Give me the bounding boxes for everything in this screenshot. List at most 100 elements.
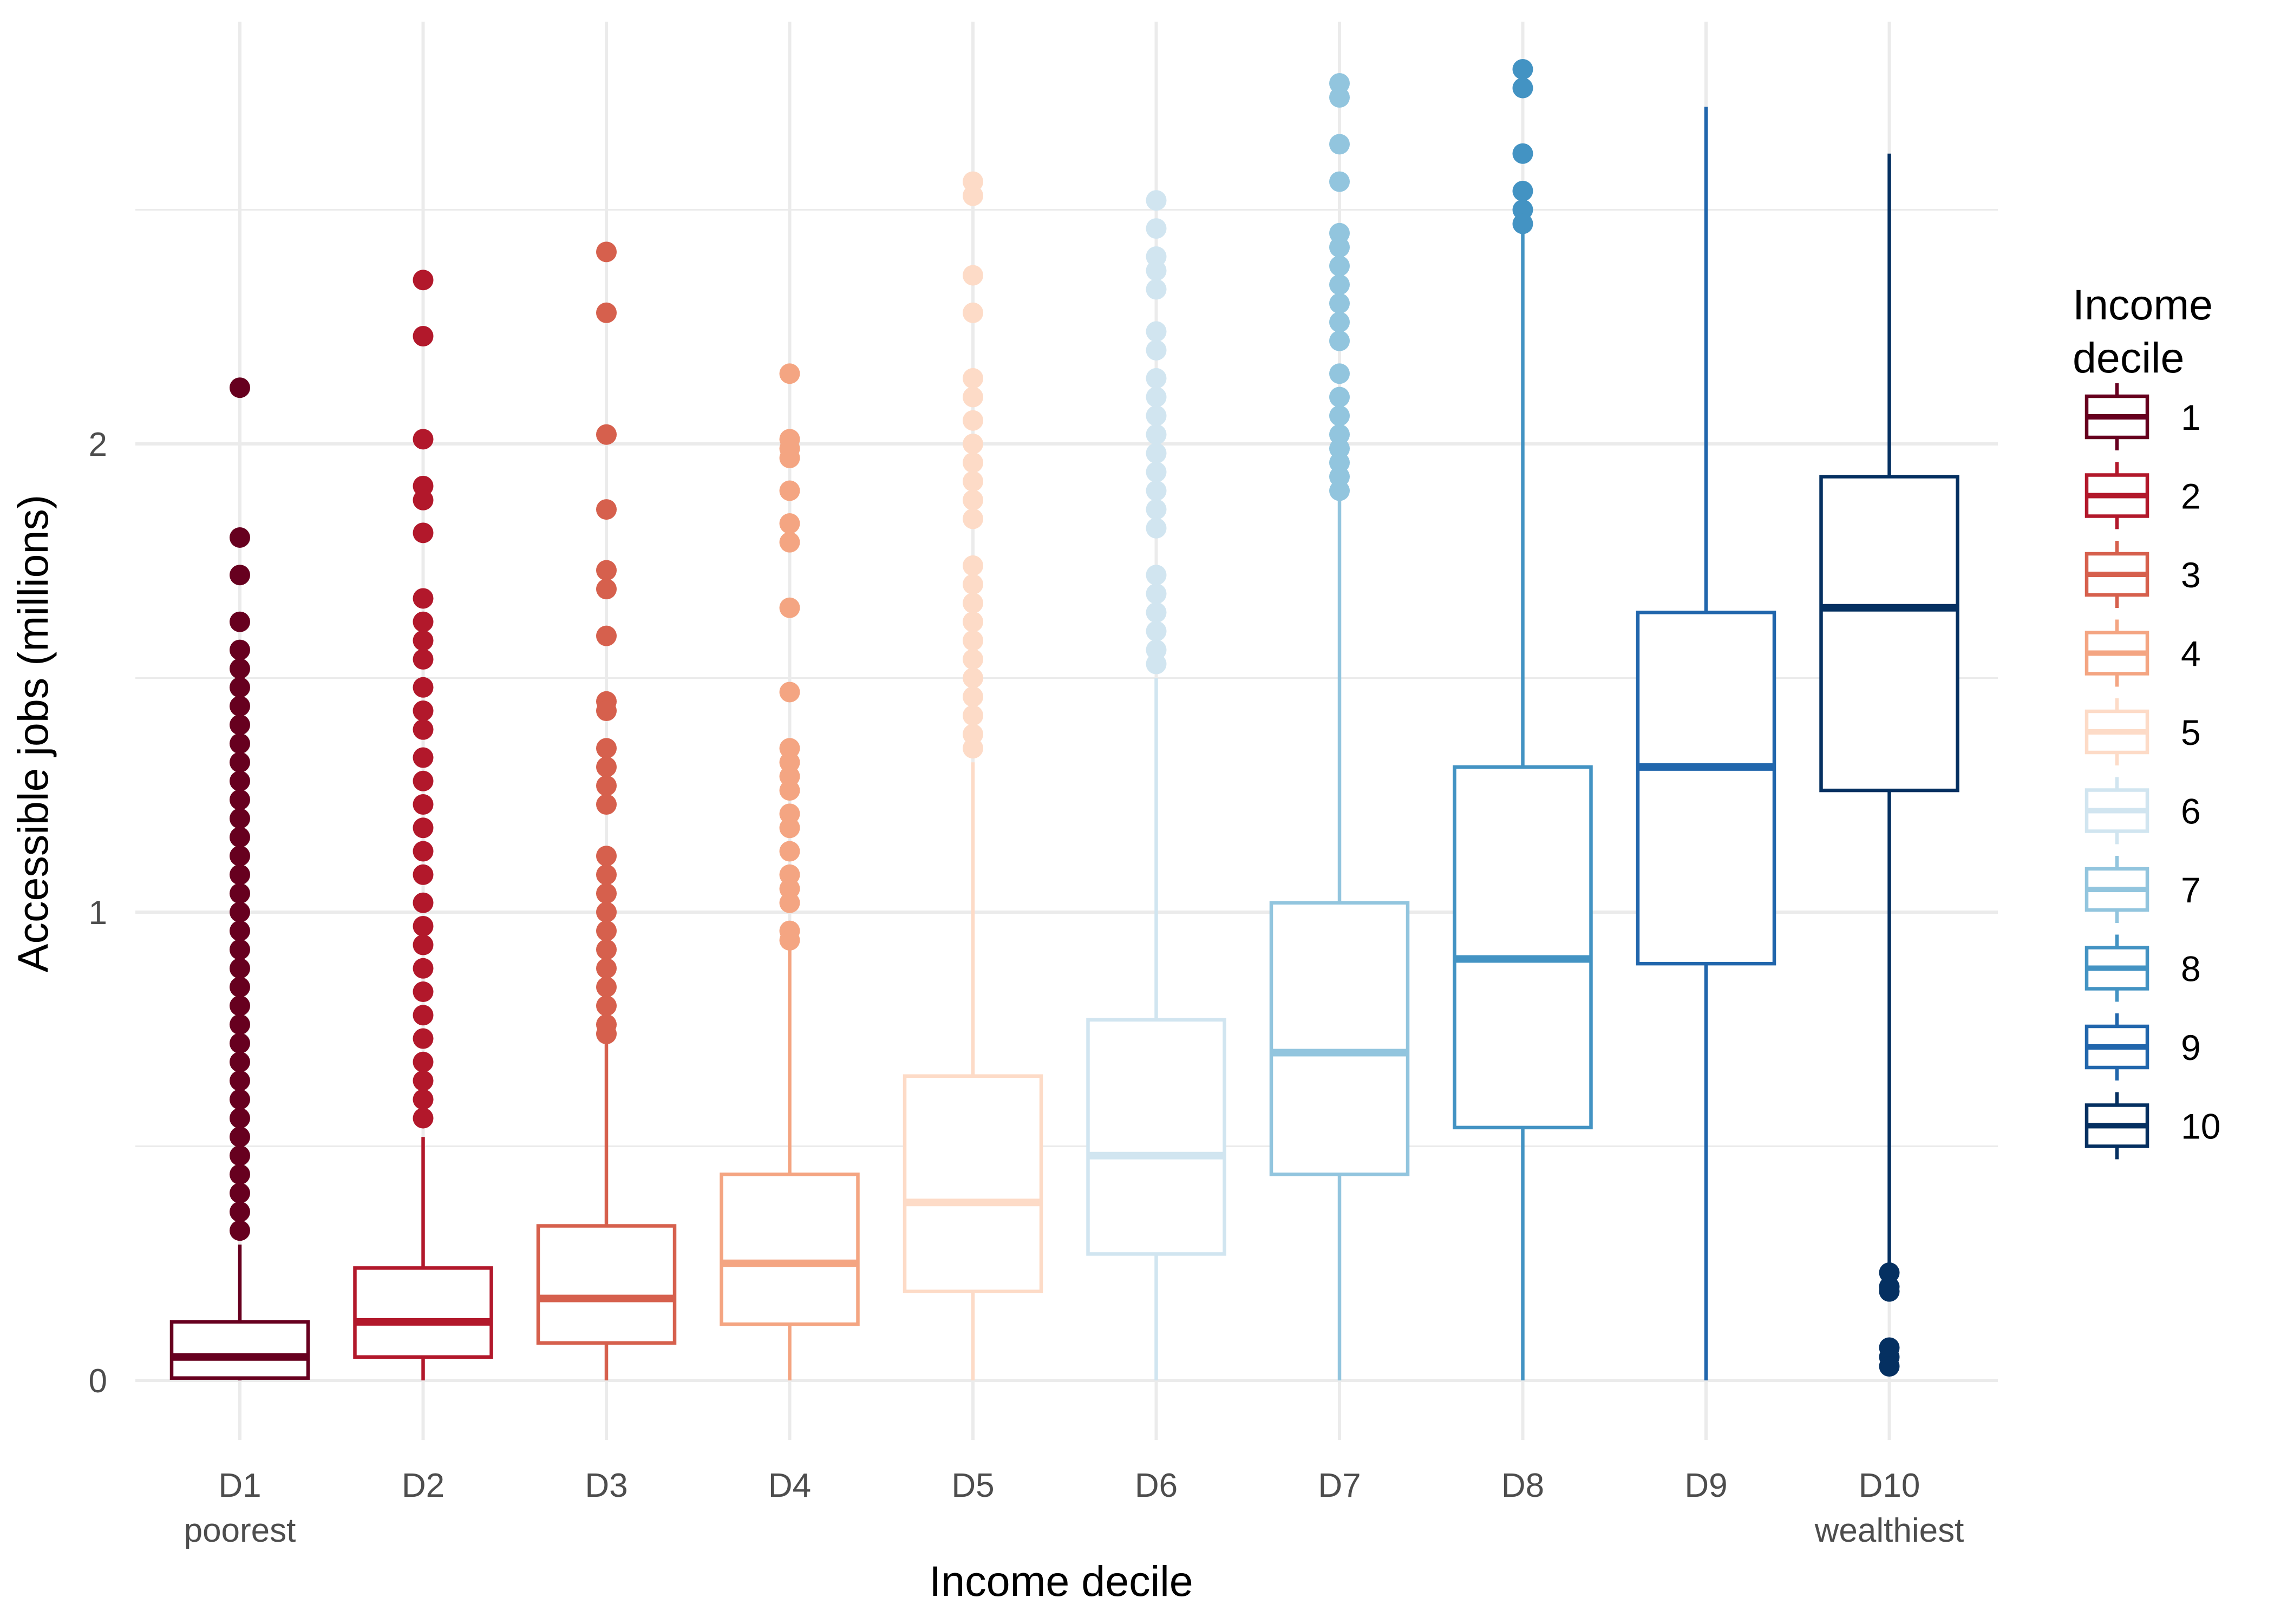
outlier-point — [963, 471, 983, 492]
outlier-point — [230, 808, 250, 829]
outlier-point — [230, 752, 250, 773]
outlier-point — [413, 958, 434, 979]
legend-label: 9 — [2181, 1027, 2201, 1068]
box-d1 — [169, 377, 310, 1380]
outlier-point — [1329, 405, 1350, 427]
iqr-box — [536, 1224, 677, 1345]
x-axis-ticks: D1 poorest D2 D3 D4 D5 D6 D7 D8 D9 D10 wealthiest — [184, 1467, 1964, 1549]
outlier-point — [413, 611, 434, 632]
legend-item-7: 7 — [2084, 856, 2201, 923]
outlier-point — [779, 929, 800, 951]
outlier-point — [963, 368, 983, 389]
outlier-point — [413, 915, 434, 937]
outlier-point — [413, 747, 434, 768]
outlier-point — [963, 649, 983, 670]
outlier-point — [230, 977, 250, 998]
outlier-point — [413, 1051, 434, 1072]
outlier-point — [230, 658, 250, 679]
legend-item-3: 3 — [2084, 541, 2201, 608]
outlier-point — [1329, 274, 1350, 295]
outlier-point — [230, 789, 250, 810]
outlier-point — [230, 1220, 250, 1241]
legend-item-5: 5 — [2084, 698, 2201, 765]
legend-item-8: 8 — [2084, 934, 2201, 1002]
outlier-point — [596, 424, 617, 445]
outlier-point — [230, 996, 250, 1016]
outlier-point — [596, 241, 617, 263]
outlier-point — [230, 696, 250, 717]
outlier-point — [413, 981, 434, 1003]
outlier-point — [779, 480, 800, 501]
outlier-point — [596, 738, 617, 759]
legend-label: 3 — [2181, 555, 2201, 595]
outlier-point — [963, 452, 983, 473]
legend-item-10: 10 — [2084, 1092, 2220, 1160]
outlier-point — [596, 700, 617, 722]
outlier-point — [413, 841, 434, 862]
outlier-point — [230, 864, 250, 885]
outlier-point — [779, 597, 800, 618]
outlier-point — [963, 265, 983, 286]
outlier-point — [596, 864, 617, 885]
legend-item-4: 4 — [2084, 619, 2201, 687]
box-d3 — [536, 241, 677, 1380]
outlier-point — [230, 677, 250, 698]
outlier-point — [963, 555, 983, 576]
outlier-point — [1512, 213, 1533, 234]
y-axis-title: Accessible jobs (millions) — [9, 495, 57, 972]
x-tick-label: D2 — [402, 1467, 445, 1504]
y-axis-ticks: 0 1 2 — [89, 426, 107, 1400]
outlier-point — [413, 794, 434, 815]
outlier-point — [413, 719, 434, 740]
outlier-point — [963, 508, 983, 529]
outlier-point — [230, 939, 250, 960]
outlier-point — [596, 625, 617, 646]
x-tick-label: D5 — [951, 1467, 994, 1504]
legend-label: 5 — [2181, 712, 2201, 752]
outlier-point — [413, 429, 434, 450]
outlier-point — [230, 611, 250, 632]
outlier-point — [1146, 260, 1167, 281]
outlier-point — [596, 579, 617, 600]
legend-label: 7 — [2181, 870, 2201, 910]
legend-item-2: 2 — [2084, 462, 2201, 529]
outlier-point — [230, 1127, 250, 1148]
legend-label: 8 — [2181, 949, 2201, 989]
iqr-box — [169, 1320, 310, 1380]
outlier-point — [779, 892, 800, 913]
outlier-point — [596, 756, 617, 777]
outlier-point — [779, 817, 800, 839]
outlier-point — [1146, 279, 1167, 300]
outlier-point — [230, 827, 250, 848]
box-d6 — [1086, 190, 1226, 1380]
outlier-point — [1146, 653, 1167, 675]
box-d5 — [903, 171, 1043, 1380]
outlier-point — [230, 1183, 250, 1203]
outlier-point — [1146, 480, 1167, 501]
outlier-point — [963, 410, 983, 431]
outlier-point — [963, 705, 983, 726]
outlier-point — [230, 883, 250, 904]
outlier-point — [596, 958, 617, 979]
outlier-point — [1512, 59, 1533, 80]
outlier-point — [413, 700, 434, 722]
outlier-point — [413, 1005, 434, 1026]
outlier-point — [596, 499, 617, 520]
outlier-point — [779, 532, 800, 553]
outlier-point — [963, 738, 983, 759]
outlier-point — [963, 489, 983, 510]
iqr-box — [1269, 901, 1410, 1176]
outlier-point — [1329, 480, 1350, 501]
y-tick-label: 1 — [89, 894, 107, 932]
outlier-point — [230, 920, 250, 941]
outlier-point — [230, 1201, 250, 1222]
outlier-point — [230, 902, 250, 922]
outlier-point — [1879, 1356, 1900, 1377]
x-tick-sublabel: poorest — [184, 1512, 296, 1549]
outlier-point — [413, 677, 434, 698]
outlier-point — [413, 649, 434, 670]
outlier-point — [1512, 143, 1533, 164]
x-tick-label: D7 — [1318, 1467, 1361, 1504]
legend-item-9: 9 — [2084, 1013, 2201, 1081]
